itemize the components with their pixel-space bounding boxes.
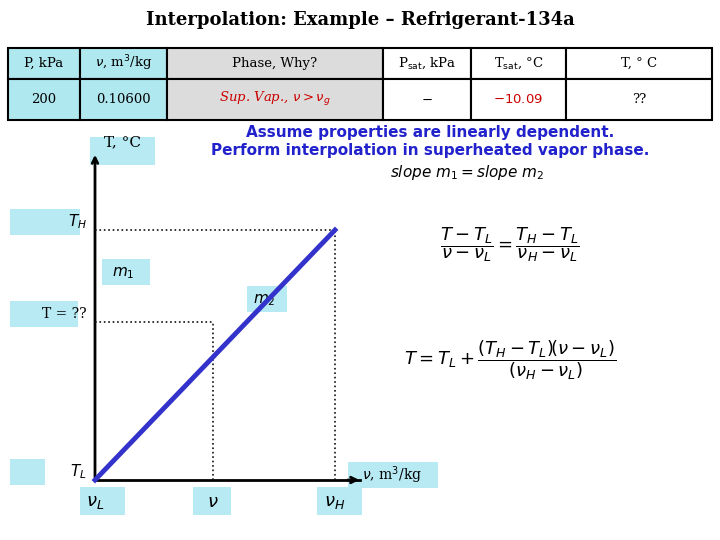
Bar: [10, 209, 80, 235]
Bar: [80, 79, 167, 120]
Text: $\nu$: $\nu$: [207, 493, 219, 511]
Bar: [102, 259, 150, 285]
Bar: [348, 462, 438, 488]
Bar: [90, 137, 155, 165]
Text: $\dfrac{T - T_L}{\nu - \nu_L} = \dfrac{T_H - T_L}{\nu_H - \nu_L}$: $\dfrac{T - T_L}{\nu - \nu_L} = \dfrac{T…: [440, 226, 580, 264]
Text: T$_{\rm sat}$, °C: T$_{\rm sat}$, °C: [494, 56, 544, 71]
Text: $T_L$: $T_L$: [71, 463, 87, 481]
Bar: [10, 301, 78, 327]
Text: $\nu$, m$^3$/kg: $\nu$, m$^3$/kg: [362, 464, 422, 486]
Bar: [383, 48, 471, 79]
Text: $m_2$: $m_2$: [253, 292, 275, 308]
Bar: [566, 79, 712, 120]
Text: Phase, Why?: Phase, Why?: [233, 57, 318, 70]
Bar: [167, 79, 383, 120]
Bar: [8, 48, 80, 79]
Bar: [566, 48, 712, 79]
Bar: [167, 48, 383, 79]
Text: $m_1$: $m_1$: [112, 265, 135, 281]
Text: $-$: $-$: [421, 93, 433, 106]
Text: $T_H$: $T_H$: [68, 213, 87, 231]
Text: 0.10600: 0.10600: [96, 93, 150, 106]
Bar: [80, 487, 125, 515]
Text: $\nu$, m$^3$/kg: $\nu$, m$^3$/kg: [95, 53, 152, 73]
Bar: [10, 459, 45, 485]
Text: T = ??: T = ??: [42, 307, 87, 321]
Text: T, °C: T, °C: [104, 135, 142, 149]
Text: P$_{\rm sat}$, kPa: P$_{\rm sat}$, kPa: [397, 56, 456, 71]
Text: ??: ??: [632, 93, 646, 106]
Bar: [193, 487, 231, 515]
Bar: [471, 79, 566, 120]
Bar: [317, 487, 362, 515]
Bar: [383, 79, 471, 120]
Text: Assume properties are linearly dependent.: Assume properties are linearly dependent…: [246, 125, 614, 140]
Text: $\nu_H$: $\nu_H$: [325, 493, 346, 511]
Text: $-10.09$: $-10.09$: [493, 93, 544, 106]
Bar: [471, 48, 566, 79]
Text: Sup. Vap., $\nu > \nu_g$: Sup. Vap., $\nu > \nu_g$: [219, 91, 331, 109]
Bar: [80, 48, 167, 79]
Text: $T = T_L + \dfrac{\left(T_H - T_L\right)\!\left(\nu - \nu_L\right)}{\left(\nu_H : $T = T_L + \dfrac{\left(T_H - T_L\right)…: [404, 338, 616, 382]
Bar: [247, 286, 287, 312]
Text: P, kPa: P, kPa: [24, 57, 63, 70]
Text: $\nu_L$: $\nu_L$: [86, 493, 104, 511]
Text: 200: 200: [32, 93, 57, 106]
Text: Interpolation: Example – Refrigerant-134a: Interpolation: Example – Refrigerant-134…: [145, 11, 575, 29]
Bar: [8, 79, 80, 120]
Text: T, ° C: T, ° C: [621, 57, 657, 70]
Text: $slope\ m_1 = slope\ m_2$: $slope\ m_1 = slope\ m_2$: [390, 163, 544, 181]
Text: Perform interpolation in superheated vapor phase.: Perform interpolation in superheated vap…: [211, 143, 649, 158]
